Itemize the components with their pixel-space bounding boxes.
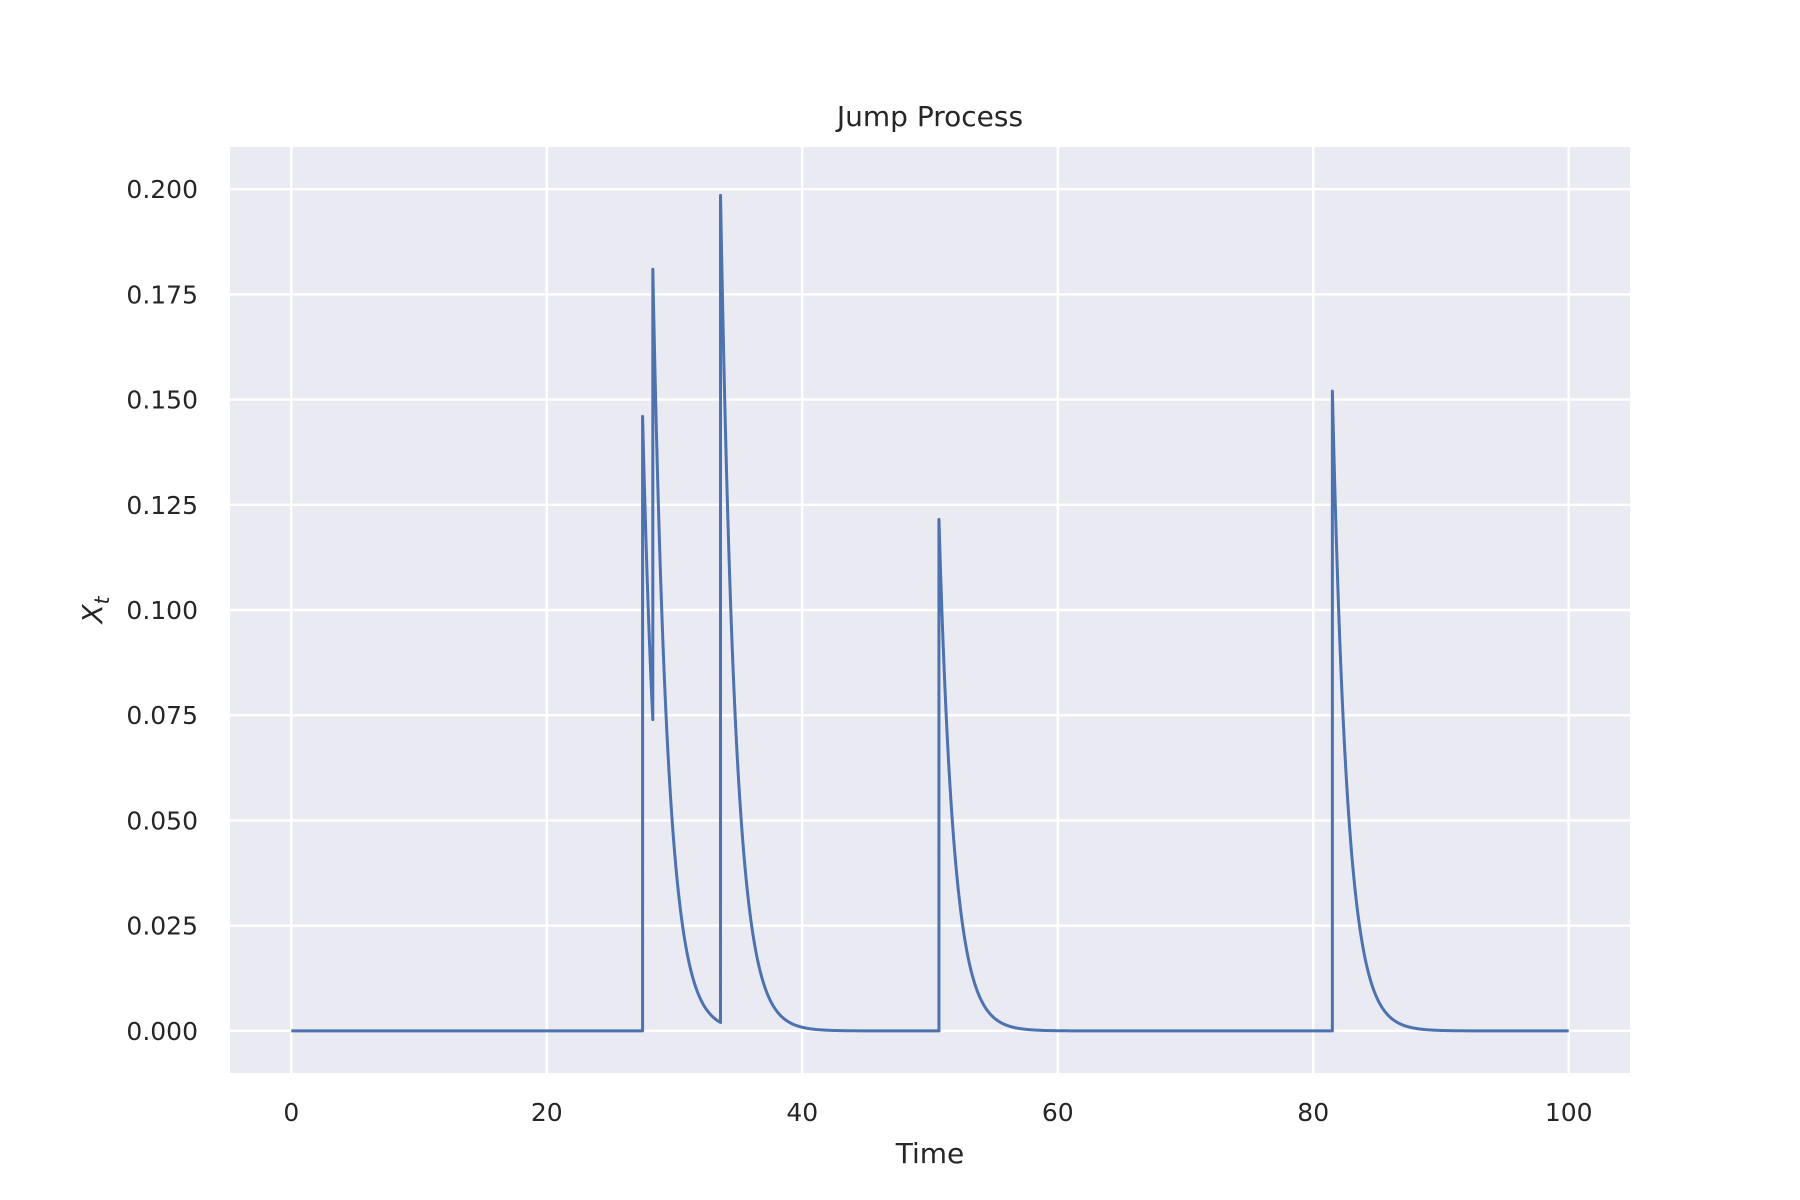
y-tick-label: 0.050: [126, 806, 198, 835]
x-tick-label: 20: [531, 1098, 563, 1127]
chart-title: Jump Process: [835, 100, 1023, 133]
y-axis-label: Xt: [76, 595, 114, 625]
y-tick-label: 0.200: [126, 175, 198, 204]
grid-lines: [230, 147, 1630, 1073]
y-tick-label: 0.100: [126, 596, 198, 625]
series-line: [290, 193, 1570, 1033]
y-tick-label: 0.150: [126, 386, 198, 415]
y-tick-label: 0.125: [126, 491, 198, 520]
x-tick-label: 100: [1545, 1098, 1593, 1127]
x-tick-label: 0: [283, 1098, 299, 1127]
y-axis-label-base: X: [76, 604, 109, 626]
series-layer: [290, 193, 1570, 1033]
y-axis-label-subscript: t: [90, 595, 114, 604]
x-tick-label: 60: [1042, 1098, 1074, 1127]
y-tick-label: 0.075: [126, 701, 198, 730]
x-tick-label: 80: [1297, 1098, 1329, 1127]
tick-labels: 0 20 40 60 80 100 0.000 0.025 0.050 0.075 0.100 0.1…: [126, 175, 1592, 1127]
y-tick-label: 0.175: [126, 280, 198, 309]
y-tick-label: 0.000: [126, 1017, 198, 1046]
y-tick-label: 0.025: [126, 912, 198, 941]
x-axis-label: Time: [895, 1137, 965, 1170]
x-tick-label: 40: [786, 1098, 818, 1127]
